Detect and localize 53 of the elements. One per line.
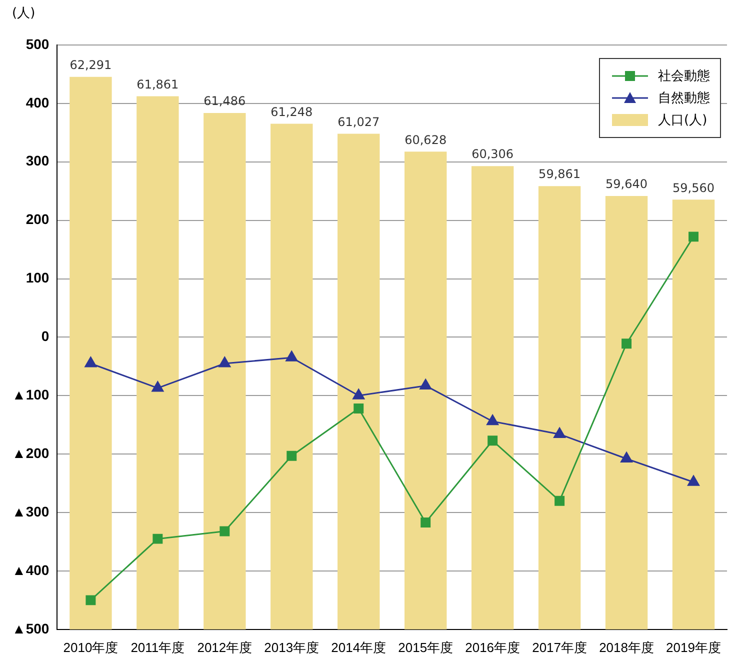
y-axis-title: (人) — [12, 5, 36, 22]
point — [352, 388, 365, 400]
x-tick-label: 2011年度 — [130, 640, 185, 655]
y-tick-label: 0 — [41, 328, 50, 344]
data-label: 61,486 — [204, 94, 246, 108]
y-tick-label: ▲300 — [12, 503, 50, 520]
x-tick-label: 2015年度 — [398, 640, 454, 655]
legend-label: 人口(人) — [658, 112, 708, 129]
point — [220, 526, 230, 536]
legend-label: 自然動態 — [658, 90, 710, 107]
point — [152, 534, 163, 544]
y-tick-label: 500 — [26, 36, 50, 52]
y-tick-label: 200 — [26, 211, 50, 228]
point — [286, 450, 297, 461]
x-tick-label: 2016年度 — [465, 640, 520, 655]
x-tick-label: 2010年度 — [63, 640, 118, 655]
point — [688, 475, 700, 486]
point — [354, 404, 364, 414]
data-label: 59,640 — [606, 177, 648, 192]
x-tick-label: 2019年度 — [666, 640, 721, 655]
x-tick-label: 2018年度 — [599, 640, 654, 655]
legend-label: 社会動態 — [658, 68, 710, 85]
point — [84, 356, 97, 368]
y-tick-label: ▲200 — [12, 444, 50, 461]
data-label: 61,248 — [270, 104, 313, 119]
x-tick-label: 2012年度 — [197, 640, 252, 655]
data-label: 59,560 — [672, 180, 715, 195]
point — [86, 595, 96, 606]
data-label: 60,628 — [404, 132, 447, 147]
data-label: 61,861 — [136, 77, 179, 92]
y-tick-label: ▲500 — [12, 620, 50, 636]
point — [420, 517, 431, 528]
x-tick-label: 2013年度 — [264, 640, 320, 655]
point — [486, 414, 499, 426]
data-label: 60,306 — [472, 147, 514, 162]
point — [554, 496, 565, 506]
data-label: 59,861 — [538, 167, 581, 182]
y-tick-label: 400 — [26, 94, 50, 110]
data-label: 61,027 — [338, 114, 380, 129]
point — [488, 436, 498, 446]
y-tick-label: 100 — [26, 270, 50, 286]
point — [620, 452, 632, 463]
point — [218, 356, 231, 368]
point — [152, 381, 164, 392]
y-tick-label: ▲400 — [12, 562, 50, 578]
point — [286, 350, 298, 362]
point — [554, 427, 566, 438]
data-label: 62,291 — [70, 58, 112, 72]
x-tick-label: 2017年度 — [532, 640, 588, 655]
point — [420, 378, 432, 390]
y-tick-label: ▲100 — [12, 386, 50, 402]
y-tick-label: 300 — [26, 152, 50, 169]
x-tick-label: 2014年度 — [331, 640, 386, 655]
